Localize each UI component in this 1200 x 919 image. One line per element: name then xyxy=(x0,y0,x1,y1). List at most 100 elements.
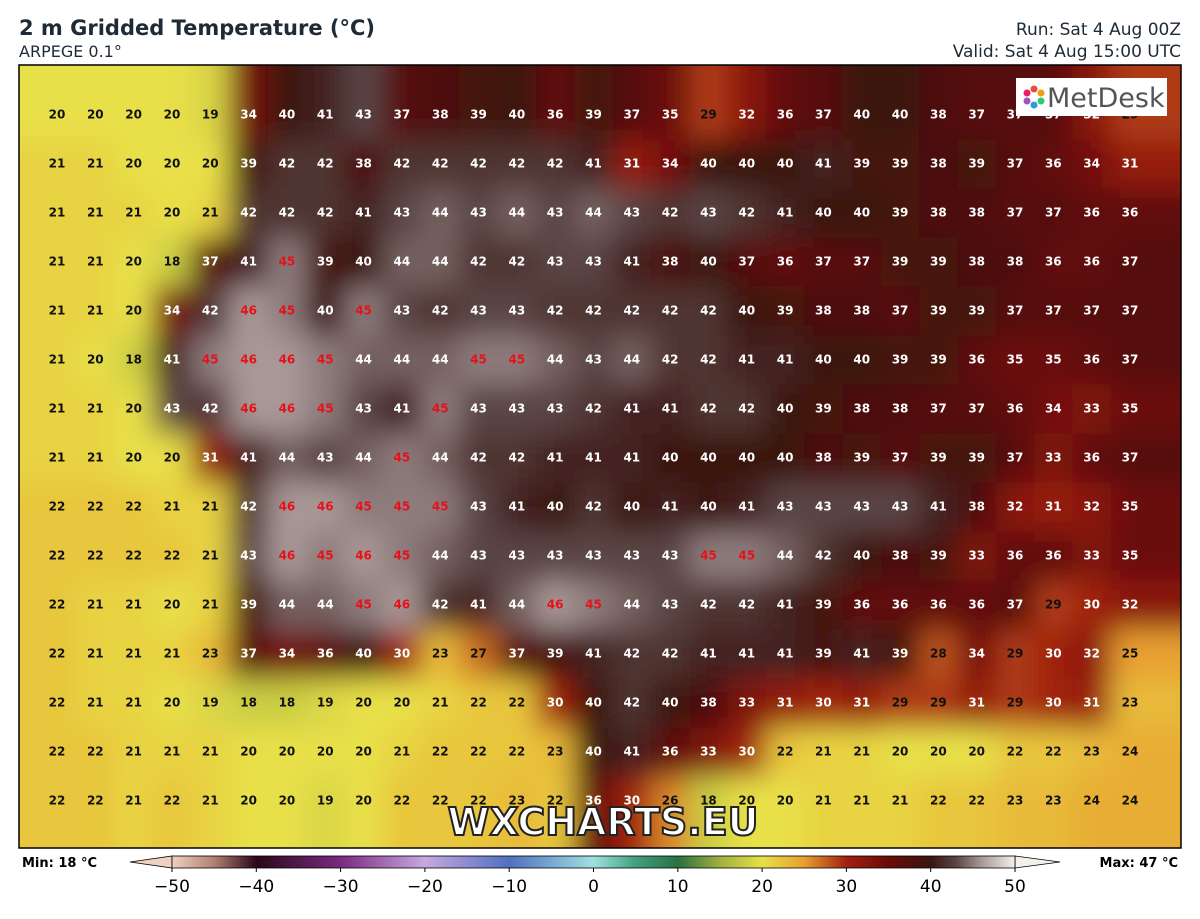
temperature-value: 36 xyxy=(1083,353,1100,367)
temperature-cell xyxy=(650,678,691,729)
temperature-cell xyxy=(459,335,499,386)
temperature-value: 36 xyxy=(1007,549,1024,563)
temperature-cell xyxy=(1034,335,1074,386)
temperature-value: 43 xyxy=(623,206,640,220)
temperature-cell xyxy=(267,433,308,484)
temperature-cell xyxy=(804,776,844,848)
colorbar-left-arrow xyxy=(129,855,173,869)
temperature-value: 31 xyxy=(623,157,640,171)
temperature-cell xyxy=(229,629,269,680)
temperature-cell xyxy=(727,286,767,337)
temperature-cell xyxy=(957,531,997,582)
temperature-cell xyxy=(382,727,423,778)
temperature-value: 40 xyxy=(777,451,794,465)
temperature-cell xyxy=(612,531,652,582)
temperature-cell xyxy=(574,580,614,631)
temperature-cell xyxy=(459,65,499,141)
temperature-cell xyxy=(421,335,461,386)
temperature-cell xyxy=(880,335,921,386)
temperature-value: 21 xyxy=(87,304,104,318)
temperature-value: 42 xyxy=(585,500,602,514)
temperature-cell xyxy=(267,286,308,337)
temperature-cell xyxy=(536,384,576,435)
temperature-value: 34 xyxy=(968,647,985,661)
temperature-value: 42 xyxy=(432,157,449,171)
temperature-cell xyxy=(306,433,346,484)
temperature-value: 39 xyxy=(585,108,602,122)
temperature-value: 41 xyxy=(777,598,794,612)
temperature-cell xyxy=(536,188,576,239)
temperature-value: 21 xyxy=(853,745,870,759)
temperature-value: 22 xyxy=(87,549,104,563)
temperature-cell xyxy=(536,580,576,631)
temperature-cell xyxy=(114,286,154,337)
temperature-value: 31 xyxy=(1045,500,1062,514)
temperature-value: 41 xyxy=(317,108,334,122)
temperature-value: 22 xyxy=(164,794,181,808)
temperature-cell xyxy=(612,384,652,435)
temperature-cell xyxy=(1072,384,1112,435)
temperature-value: 22 xyxy=(470,745,487,759)
temperature-cell xyxy=(152,335,193,386)
temperature-value: 41 xyxy=(240,255,257,269)
temperature-value: 40 xyxy=(815,353,832,367)
temperature-value: 42 xyxy=(700,304,717,318)
temperature-value: 20 xyxy=(355,745,372,759)
temperature-cell xyxy=(459,531,499,582)
temperature-value: 33 xyxy=(1045,451,1062,465)
temperature-cell xyxy=(842,531,882,582)
temperature-cell xyxy=(497,482,537,533)
temperature-value: 42 xyxy=(623,647,640,661)
temperature-value: 42 xyxy=(470,157,487,171)
temperature-cell xyxy=(765,776,806,848)
temperature-cell xyxy=(114,727,154,778)
temperature-cell xyxy=(1110,482,1181,533)
temperature-value: 43 xyxy=(355,108,372,122)
temperature-value: 22 xyxy=(508,745,525,759)
temperature-value: 38 xyxy=(892,549,909,563)
temperature-cell xyxy=(306,237,346,288)
temperature-value: 22 xyxy=(508,696,525,710)
temperature-cell xyxy=(76,580,116,631)
temperature-cell xyxy=(421,65,461,141)
temperature-cell xyxy=(382,237,423,288)
temperature-value: 37 xyxy=(1045,304,1062,318)
temperature-value: 44 xyxy=(623,353,640,367)
temperature-value: 31 xyxy=(853,696,870,710)
temperature-value: 40 xyxy=(853,549,870,563)
temperature-cell xyxy=(152,188,193,239)
temperature-cell xyxy=(229,727,269,778)
temperature-cell xyxy=(19,629,78,680)
temperature-value: 29 xyxy=(1007,696,1024,710)
temperature-value: 46 xyxy=(279,353,296,367)
temperature-value: 44 xyxy=(432,206,449,220)
temperature-cell xyxy=(1072,776,1112,848)
temperature-value: 40 xyxy=(355,647,372,661)
temperature-cell xyxy=(497,678,537,729)
watermark: WXCHARTS.EU xyxy=(447,800,758,844)
temperature-cell xyxy=(267,139,308,190)
temperature-value: 36 xyxy=(547,108,564,122)
temperature-value: 38 xyxy=(930,108,947,122)
map-area xyxy=(19,65,1181,848)
temperature-cell xyxy=(191,776,231,848)
temperature-cell xyxy=(76,629,116,680)
temperature-cell xyxy=(880,433,921,484)
temperature-value: 22 xyxy=(49,500,66,514)
temperature-value: 42 xyxy=(738,402,755,416)
temperature-value: 43 xyxy=(470,206,487,220)
temperature-cell xyxy=(267,237,308,288)
temperature-cell xyxy=(459,629,499,680)
temperature-value: 36 xyxy=(1045,255,1062,269)
temperature-cell xyxy=(191,286,231,337)
temperature-cell xyxy=(76,482,116,533)
temperature-cell xyxy=(191,678,231,729)
temperature-cell xyxy=(421,678,461,729)
temperature-cell xyxy=(1110,335,1181,386)
temperature-value: 30 xyxy=(1083,598,1100,612)
temperature-value: 41 xyxy=(777,647,794,661)
temperature-cell xyxy=(344,384,384,435)
temperature-cell xyxy=(19,727,78,778)
temperature-value: 43 xyxy=(508,304,525,318)
temperature-value: 37 xyxy=(892,451,909,465)
